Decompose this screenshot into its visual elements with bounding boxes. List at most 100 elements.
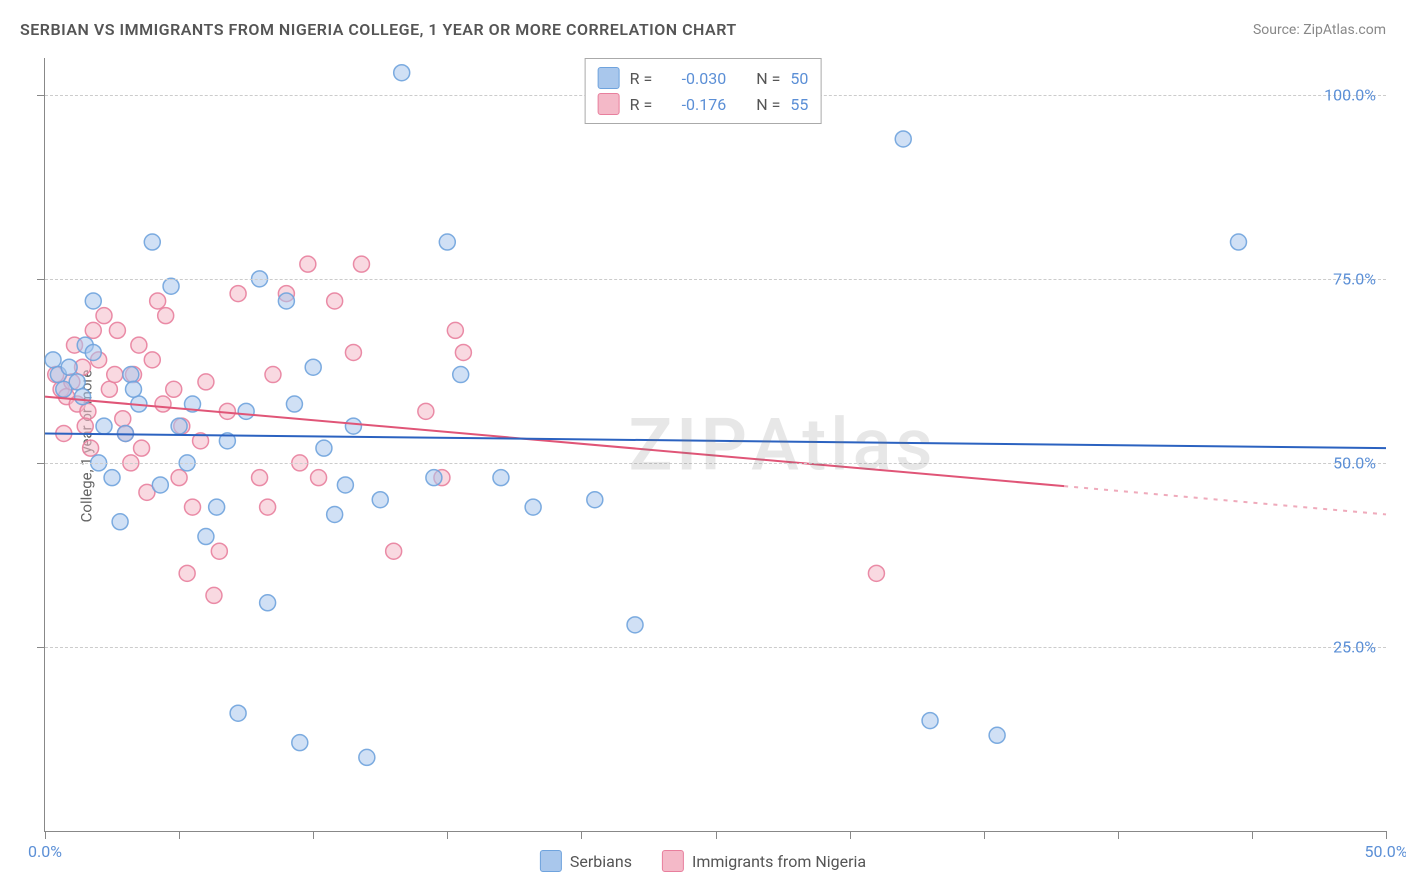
chart-svg: [45, 58, 1386, 831]
scatter-point: [163, 278, 179, 294]
legend-swatch: [598, 93, 620, 115]
scatter-point: [426, 470, 442, 486]
y-tick-label: 25.0%: [1333, 637, 1376, 656]
scatter-point: [252, 470, 268, 486]
gridline: [45, 647, 1386, 648]
x-tick: [313, 831, 314, 839]
scatter-point: [278, 293, 294, 309]
scatter-point: [447, 322, 463, 338]
n-label: N =: [756, 69, 780, 88]
scatter-point: [327, 293, 343, 309]
scatter-point: [292, 735, 308, 751]
scatter-point: [627, 617, 643, 633]
chart-plot-area: ZIPAtlas 25.0%50.0%75.0%100.0%0.0%50.0%: [44, 58, 1386, 832]
source-link[interactable]: ZipAtlas.com: [1303, 22, 1386, 38]
r-value: -0.176: [662, 95, 726, 114]
scatter-point: [868, 565, 884, 581]
scatter-point: [895, 131, 911, 147]
legend-label: Immigrants from Nigeria: [692, 852, 866, 871]
scatter-point: [166, 381, 182, 397]
y-tick-label: 50.0%: [1333, 453, 1376, 472]
scatter-point: [134, 440, 150, 456]
scatter-point: [85, 293, 101, 309]
y-tick: [37, 95, 45, 96]
scatter-point: [345, 418, 361, 434]
r-label: R =: [630, 69, 653, 88]
scatter-point: [211, 543, 227, 559]
series-legend: Serbians Immigrants from Nigeria: [540, 850, 866, 872]
scatter-point: [439, 234, 455, 250]
scatter-point: [337, 477, 353, 493]
scatter-point: [45, 352, 61, 368]
x-tick-label: 50.0%: [1365, 842, 1406, 861]
regression-line-extrapolated: [1064, 486, 1386, 514]
r-label: R =: [630, 95, 653, 114]
n-label: N =: [756, 95, 780, 114]
gridline: [45, 463, 1386, 464]
x-tick: [179, 831, 180, 839]
y-tick: [37, 647, 45, 648]
scatter-point: [345, 344, 361, 360]
scatter-point: [238, 403, 254, 419]
source-label: Source: ZipAtlas.com: [1253, 22, 1386, 38]
scatter-point: [327, 506, 343, 522]
y-tick: [37, 279, 45, 280]
y-tick: [37, 463, 45, 464]
legend-item: Immigrants from Nigeria: [662, 850, 866, 872]
scatter-point: [453, 367, 469, 383]
scatter-point: [158, 308, 174, 324]
scatter-point: [525, 499, 541, 515]
scatter-point: [198, 529, 214, 545]
scatter-point: [206, 587, 222, 603]
scatter-point: [311, 470, 327, 486]
x-tick: [1386, 831, 1387, 839]
legend-swatch: [598, 67, 620, 89]
n-value: 55: [790, 95, 808, 114]
scatter-point: [83, 440, 99, 456]
scatter-point: [455, 344, 471, 360]
scatter-point: [101, 381, 117, 397]
n-value: 50: [790, 69, 808, 88]
legend-item: Serbians: [540, 850, 632, 872]
scatter-point: [493, 470, 509, 486]
scatter-point: [144, 234, 160, 250]
legend-label: Serbians: [570, 852, 632, 871]
scatter-point: [96, 308, 112, 324]
scatter-point: [69, 374, 85, 390]
scatter-point: [171, 470, 187, 486]
scatter-point: [171, 418, 187, 434]
scatter-point: [260, 595, 276, 611]
scatter-point: [209, 499, 225, 515]
scatter-point: [109, 322, 125, 338]
y-tick-label: 100.0%: [1324, 85, 1376, 104]
x-tick: [1252, 831, 1253, 839]
y-tick-label: 75.0%: [1333, 269, 1376, 288]
scatter-point: [230, 705, 246, 721]
x-tick: [581, 831, 582, 839]
scatter-point: [260, 499, 276, 515]
scatter-point: [198, 374, 214, 390]
scatter-point: [115, 411, 131, 427]
x-tick: [716, 831, 717, 839]
legend-stats-row: R = -0.176 N = 55: [598, 91, 809, 117]
r-value: -0.030: [662, 69, 726, 88]
scatter-point: [80, 403, 96, 419]
regression-line: [45, 433, 1386, 448]
legend-stats-row: R = -0.030 N = 50: [598, 65, 809, 91]
scatter-point: [104, 470, 120, 486]
scatter-point: [286, 396, 302, 412]
legend-swatch: [662, 850, 684, 872]
scatter-point: [61, 359, 77, 375]
scatter-point: [85, 344, 101, 360]
correlation-legend: R = -0.030 N = 50 R = -0.176 N = 55: [585, 58, 822, 124]
scatter-point: [316, 440, 332, 456]
scatter-point: [179, 565, 195, 581]
scatter-point: [152, 477, 168, 493]
legend-swatch: [540, 850, 562, 872]
scatter-point: [75, 389, 91, 405]
scatter-point: [386, 543, 402, 559]
scatter-point: [1230, 234, 1246, 250]
chart-title: SERBIAN VS IMMIGRANTS FROM NIGERIA COLLE…: [20, 20, 737, 39]
scatter-point: [372, 492, 388, 508]
scatter-point: [112, 514, 128, 530]
